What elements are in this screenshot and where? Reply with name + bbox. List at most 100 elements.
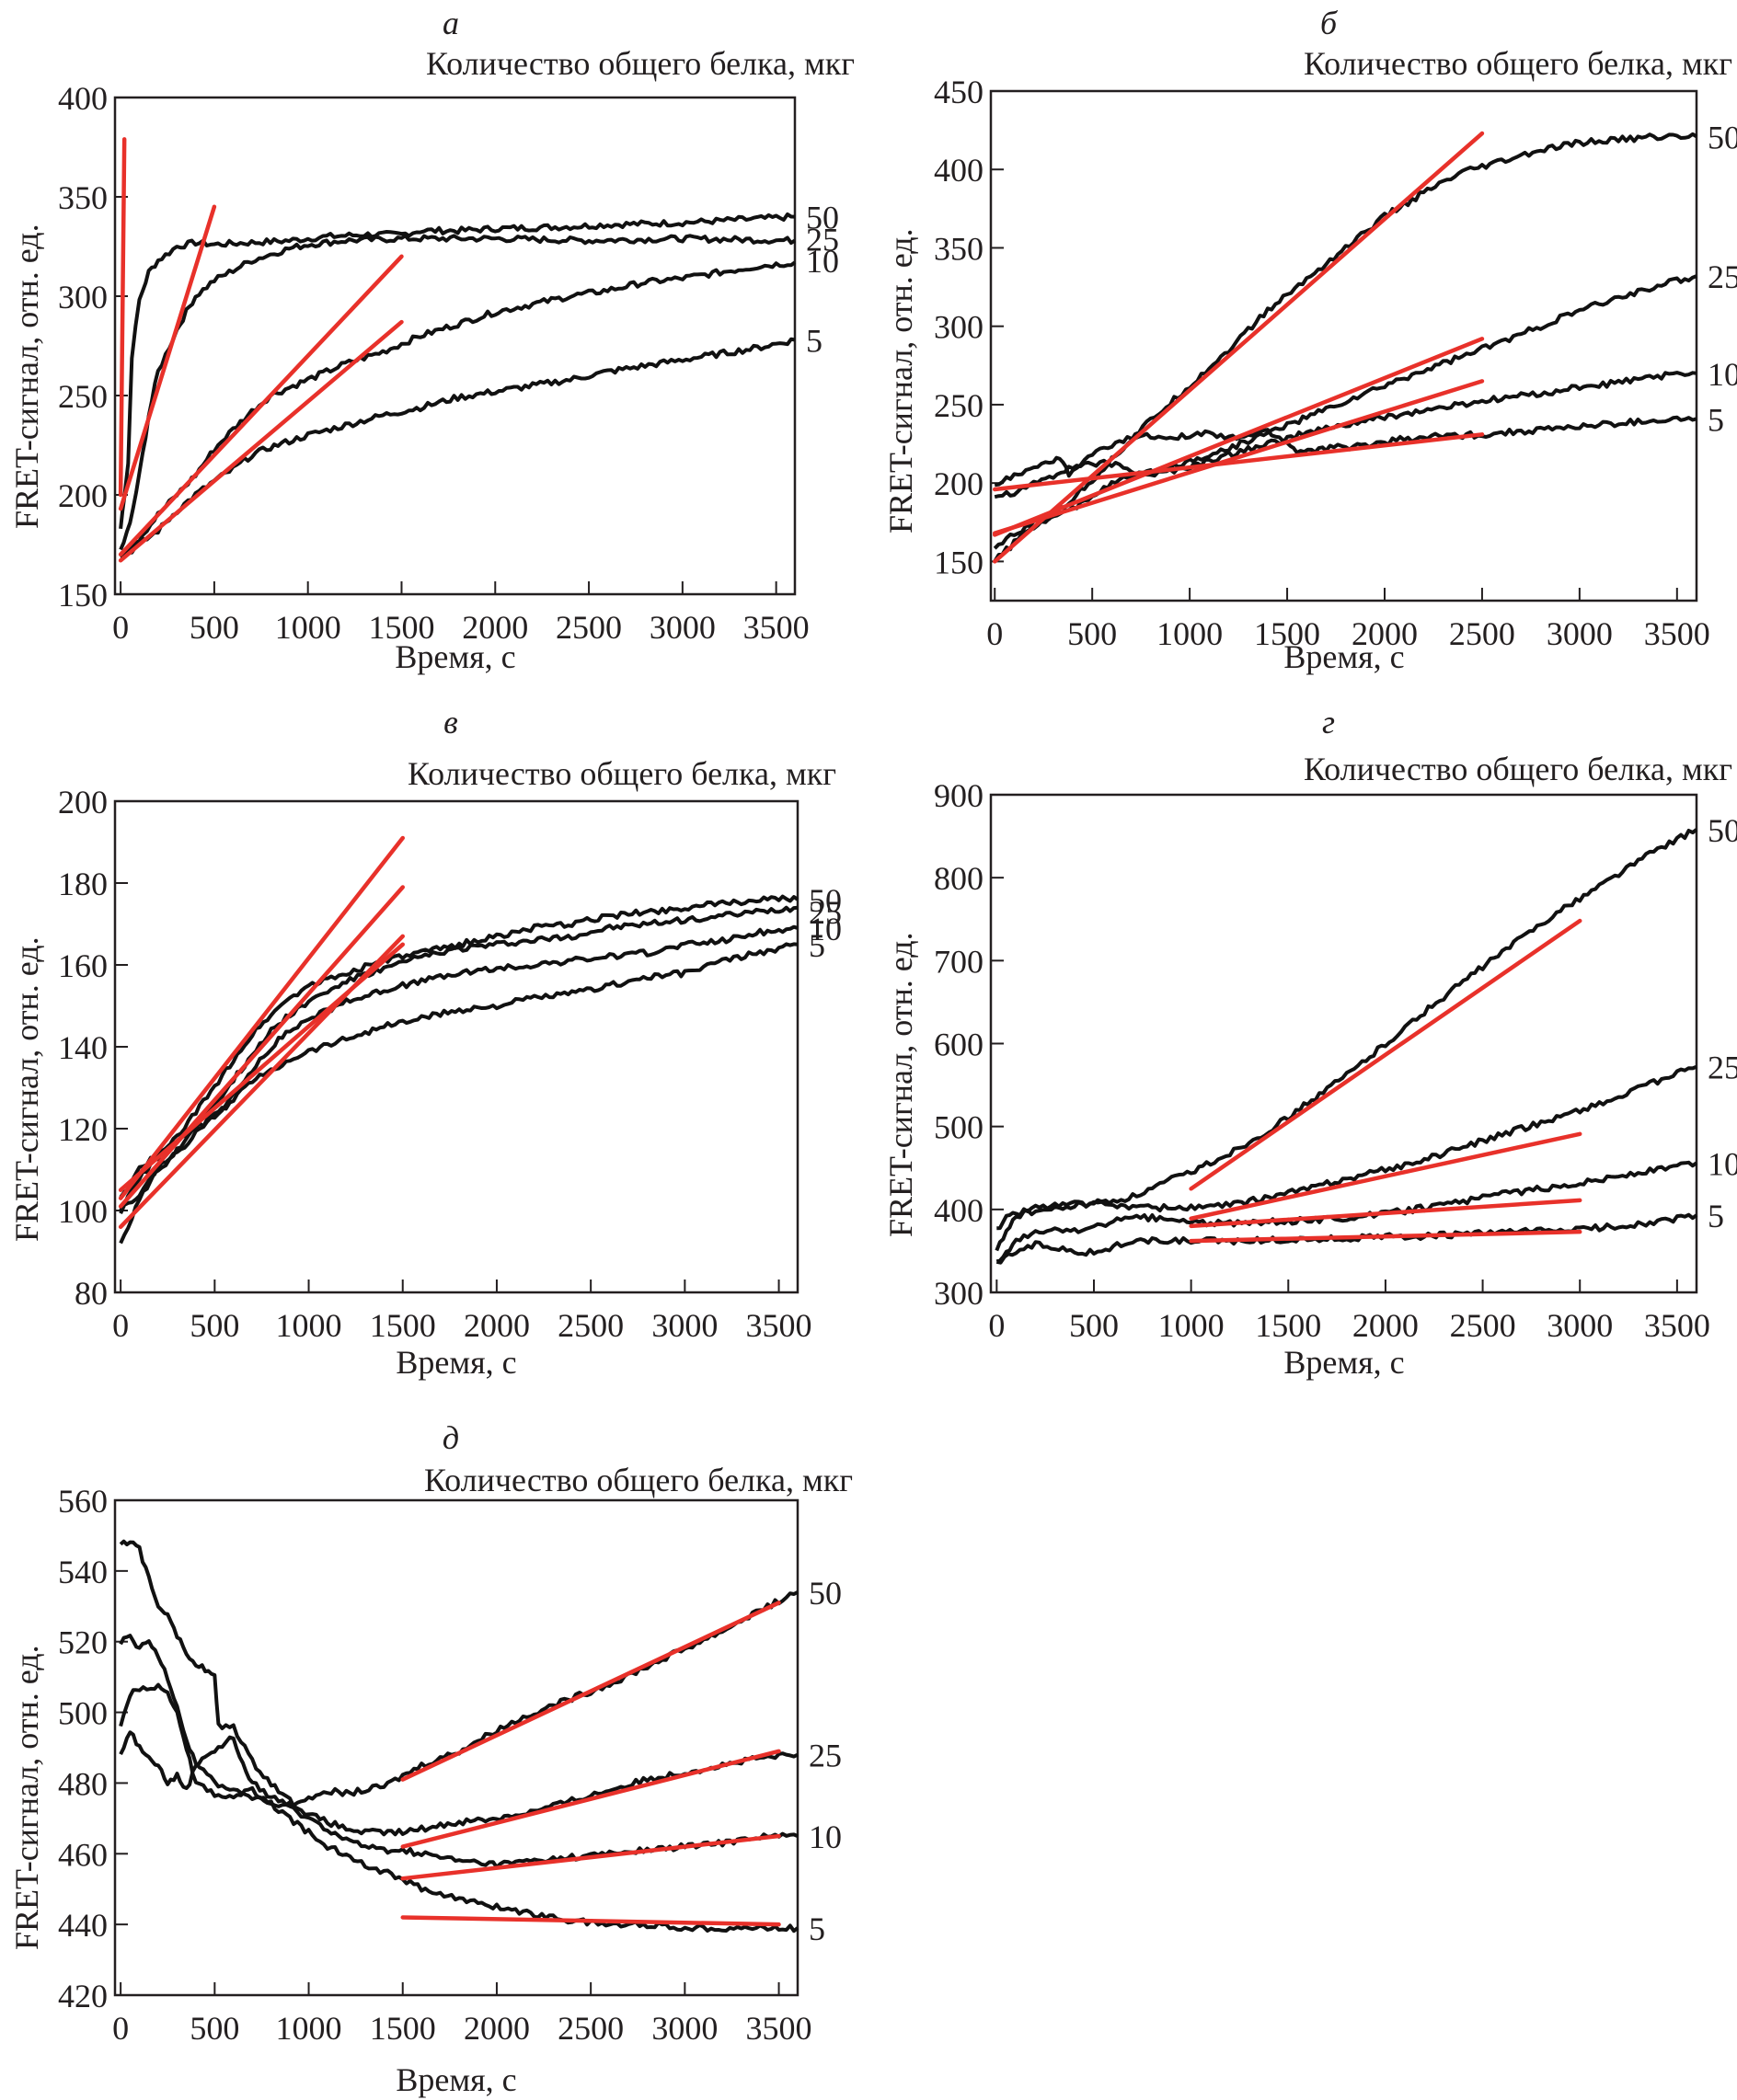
x-tick-label: 1500 [1254, 615, 1320, 652]
x-tick-label: 0 [986, 615, 1003, 652]
x-tick-label: 2500 [558, 2010, 624, 2047]
series-label-5: 5 [809, 927, 825, 964]
y-tick-label: 120 [58, 1111, 108, 1148]
y-tick-label: 160 [58, 947, 108, 984]
x-tick-label: 2000 [462, 609, 528, 646]
series-line-25 [996, 1064, 1697, 1231]
chart-svg: 0 500 1000 1500 2000 2500 3000 3500 150 200 250 300… [58, 80, 839, 646]
panel-b: б Количество общего белка, мкг FRET-сигн… [868, 0, 1737, 681]
fit-line-50 [118, 137, 127, 498]
y-tick-label: 300 [58, 279, 108, 316]
series-label-10: 10 [1708, 1145, 1737, 1182]
series-label-25: 25 [1708, 258, 1737, 295]
x-tick-label: 1500 [1255, 1307, 1321, 1344]
y-tick-label: 500 [58, 1695, 108, 1732]
series-label-25: 25 [809, 894, 842, 931]
y-tick-label: 540 [58, 1554, 108, 1590]
plot-frame [989, 89, 1698, 602]
x-tick-label: 500 [190, 609, 239, 646]
y-tick-label: 560 [58, 1483, 108, 1520]
legend-title: Количество общего белка, мкг [423, 1462, 853, 1498]
series-line-50 [119, 894, 799, 1211]
series-label-5: 5 [1708, 1198, 1724, 1234]
series-label-5: 5 [809, 1911, 825, 1947]
series-label-50: 50 [1708, 812, 1737, 849]
series-line-5 [119, 1682, 799, 1934]
x-tick-label: 500 [190, 2010, 239, 2047]
x-tick-label: 500 [1067, 615, 1117, 652]
panel-letter: а [443, 5, 459, 41]
fit-line-10 [118, 254, 404, 557]
panel-letter: г [1321, 704, 1336, 740]
x-tick-label: 1000 [276, 1307, 342, 1344]
y-tick-label: 460 [58, 1836, 108, 1873]
series-line-5 [994, 415, 1697, 488]
series-line-25 [119, 905, 799, 1199]
x-tick-label: 2000 [464, 1307, 530, 1344]
x-tick-label: 3000 [1547, 1307, 1613, 1344]
x-tick-label: 3500 [1644, 615, 1710, 652]
x-tick-label: 0 [988, 1307, 1005, 1344]
y-tick-label: 400 [934, 1192, 984, 1229]
fit-line-5 [118, 942, 405, 1192]
chart-svg: 0 500 1000 1500 2000 2500 3000 3500 420 440 460 480… [58, 1483, 842, 2047]
y-tick-label: 350 [58, 179, 108, 216]
y-tick-label: 900 [934, 777, 984, 814]
series-line-10 [995, 1160, 1698, 1264]
x-tick-label: 0 [112, 1307, 129, 1344]
y-tick-label: 150 [934, 544, 984, 580]
series-line-10 [119, 924, 799, 1245]
x-tick-label: 1000 [275, 609, 341, 646]
series-line-25 [119, 234, 797, 551]
x-tick-label: 1000 [1158, 1307, 1225, 1344]
fit-line-50 [1189, 918, 1582, 1191]
x-tick-label: 1500 [368, 609, 434, 646]
fit-line-10 [992, 379, 1485, 535]
x-axis-label: Время, с [396, 1344, 517, 1381]
y-tick-label: 150 [58, 577, 108, 614]
fit-line-50 [118, 835, 405, 1200]
fit-line-10 [1189, 1198, 1582, 1229]
y-tick-label: 420 [58, 1978, 108, 2014]
x-tick-label: 3000 [651, 1307, 718, 1344]
series-line-10 [120, 260, 797, 557]
legend-title: Количество общего белка, мкг [425, 45, 855, 82]
x-tick-label: 3000 [651, 2010, 718, 2047]
fit-line-5 [992, 432, 1485, 492]
x-tick-label: 0 [112, 609, 129, 646]
y-tick-label: 80 [75, 1275, 108, 1312]
fit-line-5 [400, 1915, 781, 1927]
series-line-5 [119, 942, 799, 1215]
y-tick-label: 180 [58, 866, 108, 902]
x-tick-label: 1500 [370, 1307, 436, 1344]
chart-svg: 0 500 1000 1500 2000 2500 3000 3500 300 400 500 600… [934, 777, 1737, 1344]
x-tick-label: 3500 [746, 2010, 812, 2047]
x-tick-label: 2000 [464, 2010, 530, 2047]
y-tick-label: 200 [934, 465, 984, 502]
y-tick-label: 800 [934, 860, 984, 897]
panel-letter: б [1319, 5, 1338, 41]
panel-d: д Количество общего белка, мкг FRET-сигн… [0, 1380, 868, 2100]
x-tick-label: 3000 [650, 609, 716, 646]
legend-title: Количество общего белка, мкг [1303, 45, 1732, 82]
x-tick-label: 1000 [1156, 615, 1223, 652]
plot-frame [113, 96, 797, 596]
series-line-50 [993, 132, 1698, 563]
y-tick-label: 480 [58, 1765, 108, 1802]
x-axis-label: Время, с [396, 2061, 517, 2098]
series-label-10: 10 [1708, 356, 1737, 393]
y-tick-label: 200 [58, 477, 108, 514]
series-label-50: 50 [1708, 119, 1737, 155]
panel-g: г Количество общего белка, мкг FRET-сигн… [868, 699, 1737, 1381]
panel-a: а Количество общего белка, мкг FRET-сигн… [0, 0, 868, 681]
series-label-5: 5 [806, 323, 822, 360]
series-line-25 [119, 1539, 799, 1837]
series-label-50: 50 [806, 200, 839, 236]
series-label-50: 50 [809, 1575, 842, 1612]
y-tick-label: 200 [58, 784, 108, 820]
plot-frame [113, 799, 799, 1294]
series-label-50: 50 [809, 882, 842, 919]
x-tick-label: 1500 [370, 2010, 436, 2047]
chart-svg: 0 500 1000 1500 2000 2500 3000 3500 80 100 120 140 1… [58, 784, 842, 1344]
series-line-10 [994, 371, 1697, 499]
